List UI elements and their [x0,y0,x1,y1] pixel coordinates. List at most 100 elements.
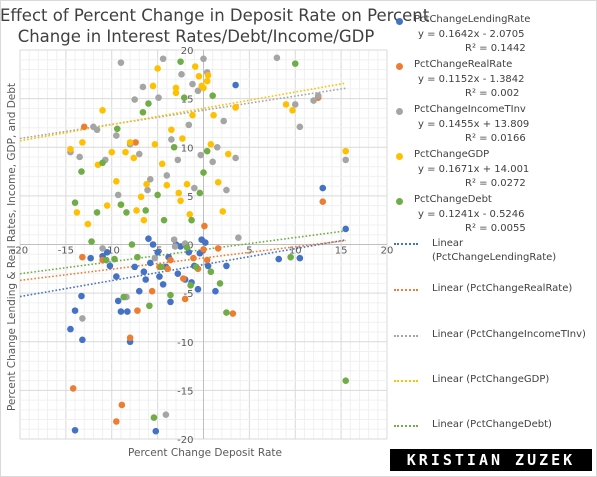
point-PctChangeLendingRate [212,287,219,295]
point-PctChangeRealRate [229,310,237,317]
legend-marker [396,198,403,205]
point-PctChangeDebt [102,256,110,264]
x-tick-label: 5 [246,246,252,257]
legend-trend-PctChangeDebt: Linear (PctChangeDebt) [392,419,597,449]
point-PctChangeGDP [189,111,196,119]
point-PctChangeDebt [192,263,200,271]
point-PctChangeDebt [157,263,165,271]
point-PctChangeIncomeTInv [223,186,230,194]
point-PctChangeGDP [195,72,203,80]
point-PctChangeLendingRate [204,262,212,270]
point-PctChangeDebt [139,108,147,116]
point-PctChangeIncomeTInv [117,59,125,66]
point-PctChangeDebt [183,244,191,251]
point-PctChangeIncomeTInv [144,186,151,194]
y-tick-label: -10 [177,338,193,349]
point-PctChangeLendingRate [319,184,327,192]
point-PctChangeGDP [191,63,199,70]
point-PctChangeIncomeTInv [168,136,175,143]
trend-layer [19,82,346,298]
point-PctChangeGDP [204,71,212,79]
point-PctChangeGDP [113,177,120,185]
point-PctChangeGDP [108,148,116,156]
point-PctChangeIncomeTInv [155,94,162,101]
point-PctChangeGDP [232,104,239,111]
legend-series-label: PctChangeRealRate [414,59,513,70]
legend-trend-swatch [394,243,418,245]
point-PctChangeGDP [163,181,171,189]
point-PctChangeGDP [172,84,180,92]
point-PctChangeRealRate [113,418,120,425]
point-PctChangeGDP [200,84,207,92]
point-PctChangeRealRate [319,198,327,206]
point-PctChangeIncomeTInv [170,236,178,243]
legend-trend-label: Linear (PctChangeRealRate) [432,283,573,294]
trendline-PctChangeDebt [19,230,346,275]
point-PctChangeDebt [160,216,168,224]
point-PctChangeLendingRate [142,276,149,283]
point-PctChangeDebt [207,268,215,276]
point-PctChangeDebt [196,189,204,197]
point-PctChangeLendingRate [135,287,143,295]
x-tick-label: 20 [381,246,394,257]
point-PctChangeRealRate [148,287,156,295]
point-PctChangeLendingRate [140,268,148,276]
point-PctChangeGDP [130,154,138,162]
point-PctChangeDebt [170,143,178,151]
y-axis-label: Percent Change Lending & Real Rates, Inc… [6,83,18,411]
point-PctChangeRealRate [134,307,141,314]
point-PctChangeDebt [123,209,130,216]
x-tick-label: 15 [335,246,348,257]
legend-trend-PctChangeIncomeTInv: Linear (PctChangeIncomeTInv) [392,329,597,359]
point-PctChangeGDP [133,207,140,214]
point-PctChangeLendingRate [202,239,209,246]
point-PctChangeLendingRate [149,241,157,248]
point-PctChangeLendingRate [275,255,283,263]
point-PctChangeLendingRate [87,254,94,262]
legend-series-label: PctChangeLendingRate [414,14,531,25]
y-tick-label: 20 [181,46,194,57]
point-PctChangeGDP [143,180,150,188]
point-PctChangeGDP [177,197,184,205]
legend-trend-swatch [394,289,418,291]
point-PctChangeGDP [126,139,134,146]
legend-series-label: PctChangeDebt [414,194,492,205]
point-PctChangeDebt [113,125,121,133]
point-PctChangeDebt [167,291,174,299]
x-tick-label: -10 [104,246,120,257]
point-PctChangeDebt [150,414,158,421]
legend-entry-PctChangeGDP: PctChangeGDP y = 0.1671x + 14.001 R² = 0.0… [392,149,597,194]
point-PctChangeDebt [117,201,125,208]
legend-entry-PctChangeLendingRate: PctChangeLendingRate y = 0.1642x - 2.0705… [392,14,597,59]
trendline-PctChangeIncomeTInv [19,87,346,140]
point-PctChangeDebt [342,377,350,384]
point-PctChangeDebt [78,168,85,175]
point-PctChangeGDP [207,141,215,148]
point-PctChangeIncomeTInv [79,315,86,322]
point-PctChangeDebt [216,280,224,287]
point-PctChangeDebt [145,100,152,107]
point-PctChangeRealRate [180,275,187,282]
point-PctChangeDebt [203,147,211,155]
y-tick-label: 10 [181,143,194,154]
point-PctChangeGDP [224,150,232,158]
point-PctChangeLendingRate [106,262,114,270]
point-PctChangeLendingRate [167,298,174,306]
point-PctChangeDebt [111,255,118,263]
point-PctChangeGDP [172,89,180,97]
chart-title: Effect of Percent Change in Deposit Rate… [0,5,429,47]
point-PctChangeLendingRate [103,248,111,256]
point-PctChangeIncomeTInv [213,143,221,151]
legend-equation: y = 0.1455x + 13.809 [418,119,530,130]
point-PctChangeRealRate [190,254,197,262]
legend-series-label: PctChangeGDP [414,149,490,160]
point-PctChangeDebt [154,191,161,199]
point-PctChangeLendingRate [156,273,163,280]
point-PctChangeGDP [103,202,111,209]
point-PctChangeLendingRate [174,270,182,277]
point-PctChangeIncomeTInv [174,156,182,164]
point-PctChangeRealRate [167,256,174,264]
legend-entry-PctChangeIncomeTInv: PctChangeIncomeTInv y = 0.1455x + 13.809 R… [392,104,597,149]
point-PctChangeLendingRate [152,427,160,435]
point-PctChangeLendingRate [113,273,120,280]
